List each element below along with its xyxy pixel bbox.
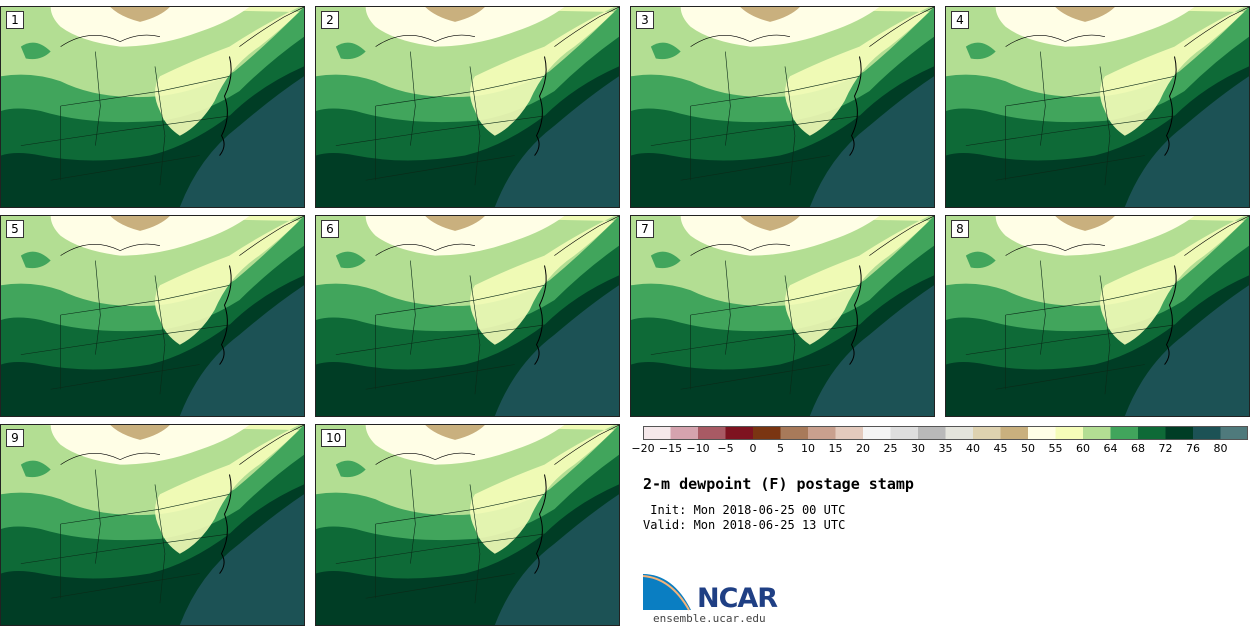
stamp-panel: 2 [315, 6, 620, 208]
colorbar-tick-label: 45 [993, 442, 1008, 455]
colorbar-tick-label: 30 [911, 442, 925, 455]
colorbar-tick-label: −15 [658, 442, 683, 455]
colorbar-tick-label: 50 [1021, 442, 1035, 455]
member-label: 2 [321, 11, 339, 29]
colorbar-tick-label: 40 [966, 442, 980, 455]
stamp-map [1, 216, 304, 416]
logo-text: NCAR [697, 583, 778, 614]
stamp-map [316, 7, 619, 207]
member-label: 1 [6, 11, 24, 29]
colorbar-tick-label: 10 [801, 442, 815, 455]
colorbar-swatch [890, 426, 919, 440]
colorbar-swatch [1138, 426, 1166, 440]
colorbar-swatch [1028, 426, 1056, 440]
stamp-map [316, 425, 619, 625]
colorbar-swatch [973, 426, 1001, 440]
colorbar-swatch [753, 426, 781, 440]
stamp-map [1, 7, 304, 207]
member-label: 9 [6, 429, 24, 447]
colorbar-tick-label: 68 [1131, 442, 1145, 455]
stamp-panel: 8 [945, 215, 1250, 417]
member-label: 3 [636, 11, 654, 29]
site-url: ensemble.ucar.edu [653, 612, 766, 625]
colorbar-swatch [835, 426, 864, 440]
colorbar-tick-label: −5 [717, 442, 734, 455]
stamp-map [631, 7, 934, 207]
colorbar-swatch [918, 426, 946, 440]
member-label: 5 [6, 220, 24, 238]
stamp-panel: 6 [315, 215, 620, 417]
colorbar-tick-label: 80 [1213, 442, 1228, 455]
stamp-panel: 1 [0, 6, 305, 208]
member-label: 6 [321, 220, 339, 238]
colorbar-swatch [698, 426, 726, 440]
stamp-panel: 9 [0, 424, 305, 626]
colorbar-swatch [1165, 426, 1194, 440]
colorbar-tick-label: 15 [828, 442, 843, 455]
colorbar-swatch [1110, 426, 1139, 440]
stamp-panel: 10 [315, 424, 620, 626]
colorbar-tick-label: 5 [777, 442, 784, 455]
colorbar-swatch [643, 426, 671, 440]
member-label: 10 [321, 429, 347, 447]
colorbar-swatch [1193, 426, 1221, 440]
colorbar-swatch [863, 426, 891, 440]
stamp-panel: 3 [630, 6, 935, 208]
colorbar-tick-label: 25 [883, 442, 898, 455]
colorbar-tick-label: 35 [938, 442, 953, 455]
stamp-panel: 5 [0, 215, 305, 417]
stamp-map [1, 425, 304, 625]
stamp-map [946, 216, 1249, 416]
stamp-map [631, 216, 934, 416]
colorbar-swatch [725, 426, 754, 440]
colorbar-tick-label: 55 [1048, 442, 1063, 455]
colorbar-tick-label: 60 [1076, 442, 1090, 455]
stamp-map [316, 216, 619, 416]
chart-title: 2-m dewpoint (F) postage stamp [643, 475, 914, 493]
colorbar-tick-label: 0 [749, 442, 757, 455]
valid-time: Valid: Mon 2018-06-25 13 UTC [643, 518, 846, 532]
colorbar-swatch [780, 426, 809, 440]
colorbar-tick-label: 72 [1158, 442, 1173, 455]
member-label: 8 [951, 220, 969, 238]
colorbar-tick-label: 20 [856, 442, 870, 455]
colorbar-swatch [808, 426, 836, 440]
member-label: 7 [636, 220, 654, 238]
colorbar [643, 426, 1248, 440]
colorbar-ticks: −20 −15 −10 −5 0 5 10 15 20 25 30 35 40 45 50 55 60 64 68 7… [631, 442, 1248, 456]
stamp-map [946, 7, 1249, 207]
colorbar-swatch [1220, 426, 1248, 440]
colorbar-swatch [1055, 426, 1084, 440]
init-time: Init: Mon 2018-06-25 00 UTC [643, 503, 846, 517]
stamp-panel: 4 [945, 6, 1250, 208]
colorbar-swatch [1000, 426, 1029, 440]
colorbar-swatch [670, 426, 699, 440]
colorbar-tick-label: −20 [631, 442, 655, 455]
colorbar-tick-label: 76 [1186, 442, 1200, 455]
member-label: 4 [951, 11, 969, 29]
ncar-logo-icon [643, 571, 694, 611]
colorbar-swatch [945, 426, 974, 440]
colorbar-tick-label: 64 [1103, 442, 1118, 455]
colorbar-swatch [1083, 426, 1111, 440]
colorbar-tick-label: −10 [686, 442, 710, 455]
stamp-panel: 7 [630, 215, 935, 417]
